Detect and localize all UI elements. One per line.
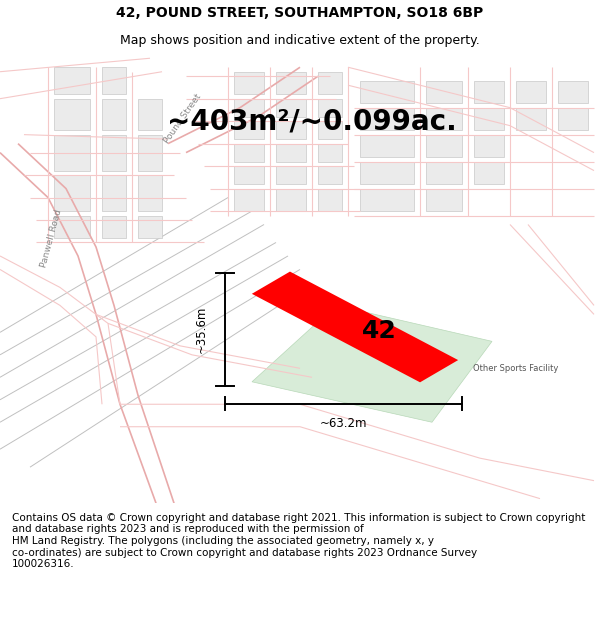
Polygon shape — [558, 107, 588, 130]
Polygon shape — [54, 175, 90, 211]
Polygon shape — [54, 99, 90, 130]
Text: ~35.6m: ~35.6m — [194, 306, 208, 353]
Polygon shape — [102, 216, 126, 238]
Polygon shape — [54, 68, 90, 94]
Text: 42, POUND STREET, SOUTHAMPTON, SO18 6BP: 42, POUND STREET, SOUTHAMPTON, SO18 6BP — [116, 6, 484, 21]
Polygon shape — [102, 134, 126, 171]
Polygon shape — [318, 99, 342, 117]
Polygon shape — [234, 72, 264, 94]
Polygon shape — [255, 273, 455, 381]
Polygon shape — [474, 81, 504, 103]
Polygon shape — [276, 72, 306, 94]
Polygon shape — [138, 99, 162, 130]
Polygon shape — [318, 121, 342, 139]
Polygon shape — [138, 134, 162, 171]
Polygon shape — [234, 121, 264, 139]
Polygon shape — [516, 81, 546, 103]
Polygon shape — [360, 81, 414, 103]
Polygon shape — [516, 107, 546, 130]
Polygon shape — [276, 189, 306, 211]
Polygon shape — [54, 216, 90, 238]
Polygon shape — [276, 99, 306, 117]
Text: Contains OS data © Crown copyright and database right 2021. This information is : Contains OS data © Crown copyright and d… — [12, 513, 586, 569]
Text: Panwell Road: Panwell Road — [39, 208, 63, 268]
Polygon shape — [234, 166, 264, 184]
Polygon shape — [102, 175, 126, 211]
Polygon shape — [54, 134, 90, 171]
Polygon shape — [360, 134, 414, 157]
Polygon shape — [426, 189, 462, 211]
Text: ~63.2m: ~63.2m — [320, 418, 367, 431]
Polygon shape — [558, 81, 588, 103]
Polygon shape — [360, 189, 414, 211]
Polygon shape — [474, 134, 504, 157]
Polygon shape — [234, 144, 264, 162]
Polygon shape — [426, 134, 462, 157]
Text: Pound Street: Pound Street — [163, 92, 203, 146]
Polygon shape — [102, 68, 126, 94]
Polygon shape — [318, 189, 342, 211]
Polygon shape — [102, 99, 126, 130]
Text: ~403m²/~0.099ac.: ~403m²/~0.099ac. — [167, 107, 457, 135]
Polygon shape — [474, 107, 504, 130]
Polygon shape — [252, 306, 492, 422]
Text: 42: 42 — [362, 319, 397, 344]
Polygon shape — [426, 107, 462, 130]
Polygon shape — [276, 166, 306, 184]
Polygon shape — [138, 175, 162, 211]
Polygon shape — [318, 72, 342, 94]
Polygon shape — [276, 121, 306, 139]
Polygon shape — [276, 144, 306, 162]
Polygon shape — [360, 162, 414, 184]
Polygon shape — [138, 216, 162, 238]
Polygon shape — [426, 81, 462, 103]
Polygon shape — [318, 166, 342, 184]
Polygon shape — [474, 162, 504, 184]
Polygon shape — [426, 162, 462, 184]
Polygon shape — [234, 99, 264, 117]
Text: Map shows position and indicative extent of the property.: Map shows position and indicative extent… — [120, 34, 480, 47]
Polygon shape — [234, 189, 264, 211]
Text: Other Sports Facility: Other Sports Facility — [473, 364, 559, 372]
Polygon shape — [360, 107, 414, 130]
Polygon shape — [318, 144, 342, 162]
